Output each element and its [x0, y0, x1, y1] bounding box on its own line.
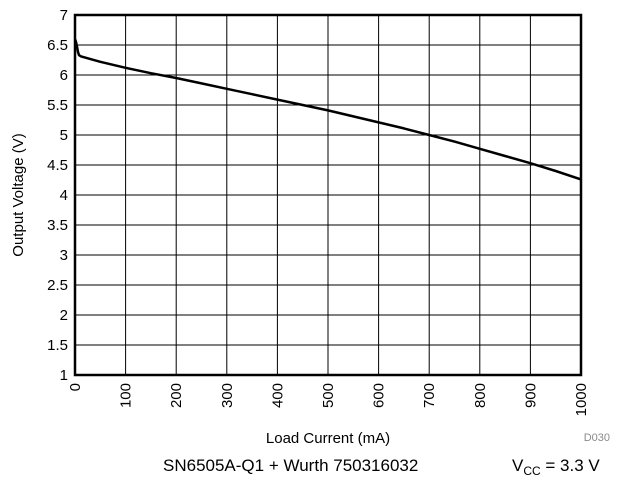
x-tick-label: 400 [269, 383, 286, 408]
x-tick-label: 600 [371, 383, 388, 408]
x-tick-label: 100 [118, 383, 135, 408]
y-tick-label: 2.5 [47, 277, 68, 294]
y-tick-label: 6.5 [47, 37, 68, 54]
x-tick-label: 800 [472, 383, 489, 408]
x-tick-label: 900 [522, 383, 539, 408]
caption-condition-prefix: V [512, 456, 524, 475]
x-tick-labels: 0 100 200 300 400 500 600 700 800 900 1000 [67, 383, 590, 416]
y-tick-label: 3.5 [47, 217, 68, 234]
figure-id: D030 [584, 432, 610, 444]
x-tick-label: 700 [421, 383, 438, 408]
caption-device: SN6505A-Q1 + Wurth 750316032 [163, 456, 419, 475]
y-tick-label: 1 [60, 367, 68, 384]
y-axis-title: Output Voltage (V) [10, 133, 27, 256]
caption-condition-suffix: = 3.3 V [540, 456, 600, 475]
series-group [73, 38, 582, 181]
y-tick-label: 2 [60, 307, 68, 324]
y-tick-labels: 1 1.5 2 2.5 3 3.5 4 4.5 5 5.5 6 6.5 7 [47, 7, 68, 384]
y-tick-label: 1.5 [47, 337, 68, 354]
grid-lines [74, 14, 582, 376]
x-axis-title: Load Current (mA) [266, 430, 390, 447]
y-tick-label: 5.5 [47, 97, 68, 114]
y-tick-label: 4 [60, 187, 68, 204]
y-tick-label: 5 [60, 127, 68, 144]
x-tick-label: 300 [219, 383, 236, 408]
x-tick-label: 500 [320, 383, 337, 408]
y-tick-label: 4.5 [47, 157, 68, 174]
caption-condition: VCC = 3.3 V [512, 456, 600, 478]
x-tick-label: 1000 [573, 383, 590, 416]
y-tick-label: 6 [60, 67, 68, 84]
y-tick-label: 3 [60, 247, 68, 264]
y-tick-label: 7 [60, 7, 68, 24]
caption-condition-subscript: CC [523, 464, 541, 478]
plot-frame [73, 13, 583, 377]
x-tick-label: 0 [67, 383, 84, 391]
x-tick-label: 200 [168, 383, 185, 408]
series-line [73, 38, 582, 181]
